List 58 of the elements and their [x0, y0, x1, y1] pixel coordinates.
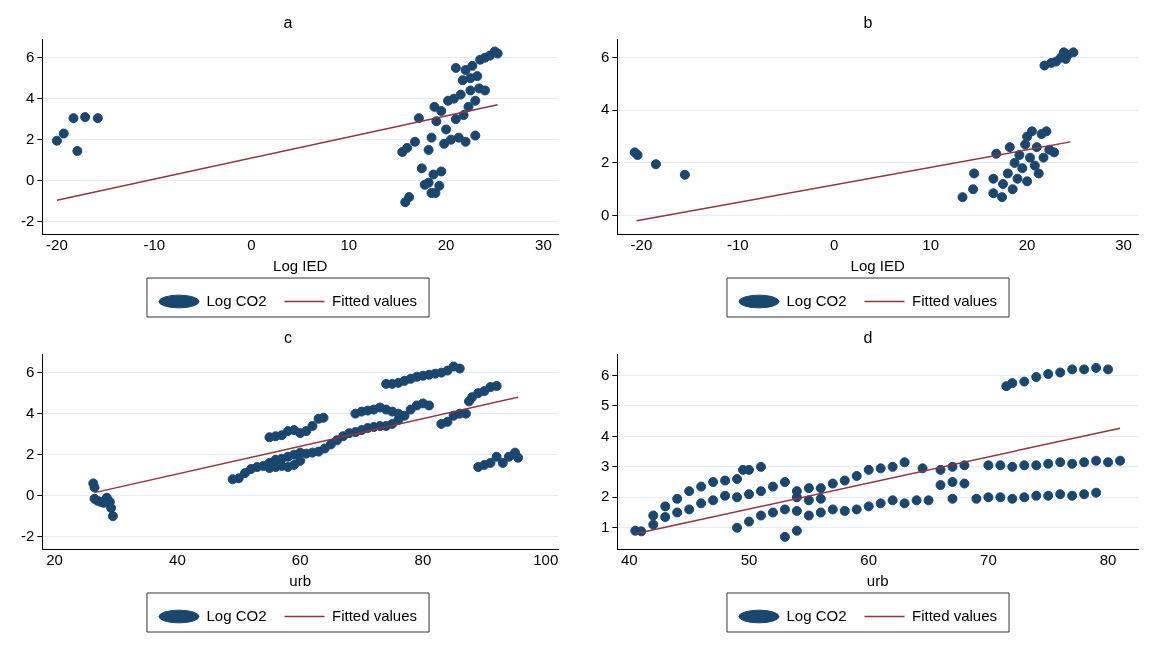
chart-title: c: [284, 329, 292, 347]
x-tick-label: 60: [291, 551, 309, 569]
x-tick-label: 100: [533, 551, 559, 569]
x-tick-label: 70: [980, 551, 997, 569]
y-tick-label: 4: [601, 100, 610, 118]
y-tick-label: 6: [601, 47, 610, 65]
x-tick-label: 10: [340, 236, 358, 254]
x-tick-label: 80: [1099, 551, 1117, 569]
x-axis-title: urb: [289, 572, 312, 590]
x-tick-label: 0: [830, 236, 839, 254]
x-tick-label: 0: [247, 236, 256, 254]
x-tick-label: -20: [46, 236, 68, 254]
y-tick-label: 2: [601, 153, 610, 171]
y-tick-label: 4: [601, 426, 610, 444]
x-axis-title: urb: [866, 572, 889, 590]
legend-label: Fitted values: [912, 291, 998, 309]
legend-label: Fitted values: [332, 606, 418, 624]
y-tick-label: 6: [25, 362, 35, 380]
y-tick-label: 5: [601, 396, 610, 414]
x-tick-label: 20: [1018, 236, 1036, 254]
x-tick-label: -10: [727, 236, 749, 254]
x-axis-title: Log IED: [273, 257, 328, 275]
y-tick-label: 4: [25, 88, 35, 106]
y-tick-label: 4: [25, 403, 35, 421]
y-tick-label: 2: [25, 129, 35, 147]
x-tick-label: 50: [740, 551, 758, 569]
x-tick-label: 40: [169, 551, 186, 569]
legend-label: Log CO2: [206, 291, 267, 309]
x-tick-label: 20: [46, 551, 63, 569]
chart-title: a: [283, 14, 293, 32]
x-tick-label: 40: [620, 551, 638, 569]
legend-label: Log CO2: [206, 606, 267, 624]
x-tick-label: 30: [535, 236, 552, 254]
y-tick-label: 0: [25, 485, 35, 503]
x-tick-label: 10: [922, 236, 940, 254]
legend-label: Fitted values: [912, 606, 998, 624]
y-tick-label: -2: [20, 526, 35, 544]
x-tick-label: 20: [437, 236, 455, 254]
x-tick-label: 60: [860, 551, 878, 569]
chart-title: b: [863, 14, 873, 32]
legend-label: Fitted values: [332, 291, 418, 309]
x-tick-label: -20: [630, 236, 653, 254]
y-tick-label: 2: [25, 444, 35, 462]
x-tick-label: -10: [143, 236, 166, 254]
legend-label: Log CO2: [786, 606, 847, 624]
chart-title: d: [863, 329, 873, 347]
y-tick-label: 2: [601, 487, 610, 505]
x-tick-label: 30: [1115, 236, 1132, 254]
y-tick-label: 0: [25, 170, 35, 188]
y-tick-label: 6: [601, 365, 610, 383]
y-tick-label: 1: [601, 517, 610, 535]
y-tick-label: 3: [601, 456, 610, 474]
legend-label: Log CO2: [786, 291, 847, 309]
y-tick-label: 6: [25, 47, 35, 65]
x-axis-title: Log IED: [850, 257, 905, 275]
y-tick-label: 0: [601, 205, 610, 223]
x-tick-label: 80: [414, 551, 432, 569]
y-tick-label: -2: [20, 211, 35, 229]
